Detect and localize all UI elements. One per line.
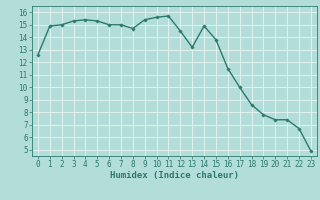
X-axis label: Humidex (Indice chaleur): Humidex (Indice chaleur) — [110, 171, 239, 180]
